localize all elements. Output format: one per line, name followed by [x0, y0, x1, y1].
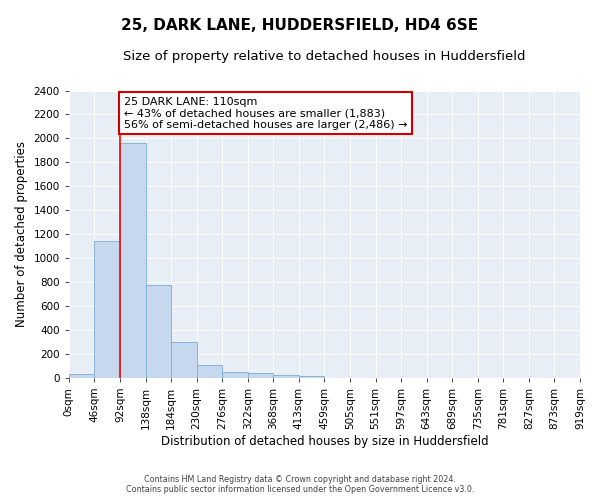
- Bar: [171, 342, 197, 378]
- Bar: [120, 143, 146, 378]
- Text: 25, DARK LANE, HUDDERSFIELD, HD4 6SE: 25, DARK LANE, HUDDERSFIELD, HD4 6SE: [121, 18, 479, 32]
- Bar: [146, 285, 171, 378]
- Text: Contains HM Land Registry data © Crown copyright and database right 2024.
Contai: Contains HM Land Registry data © Crown c…: [126, 474, 474, 494]
- Bar: [248, 373, 273, 378]
- Bar: [222, 372, 248, 378]
- Title: Size of property relative to detached houses in Huddersfield: Size of property relative to detached ho…: [123, 50, 526, 63]
- Bar: [94, 242, 120, 378]
- Bar: [197, 365, 222, 378]
- X-axis label: Distribution of detached houses by size in Huddersfield: Distribution of detached houses by size …: [161, 434, 488, 448]
- Bar: [299, 376, 325, 378]
- Bar: [69, 374, 94, 378]
- Text: 25 DARK LANE: 110sqm
← 43% of detached houses are smaller (1,883)
56% of semi-de: 25 DARK LANE: 110sqm ← 43% of detached h…: [124, 96, 407, 130]
- Y-axis label: Number of detached properties: Number of detached properties: [15, 141, 28, 327]
- Bar: [273, 375, 299, 378]
